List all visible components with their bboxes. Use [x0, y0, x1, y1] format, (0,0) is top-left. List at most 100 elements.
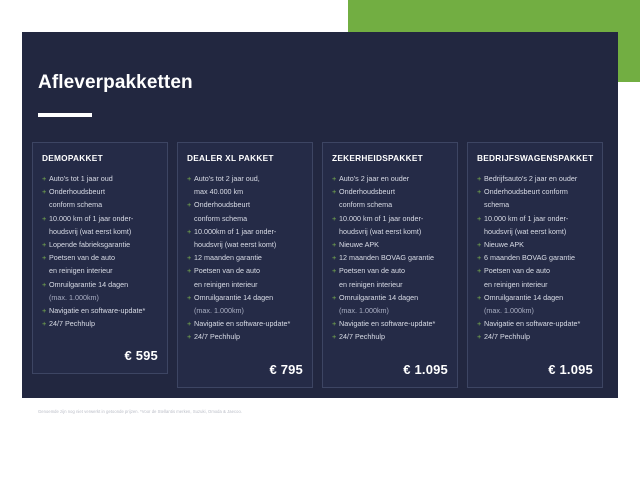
package-feature-item: + Onderhoudsbeurt conform schema	[477, 185, 593, 211]
package-feature-text: Poetsen van de auto en reinigen interieur	[339, 264, 448, 290]
feature-line-secondary: houdsvrij (wat eerst komt)	[194, 240, 277, 250]
feature-line-primary: 24/7 Pechhulp	[339, 332, 385, 342]
package-feature-text: 24/7 Pechhulp	[49, 317, 158, 330]
feature-line-primary: Navigatie en software-update*	[194, 319, 291, 329]
feature-line-primary: 10.000 km of 1 jaar onder-	[484, 213, 569, 223]
package-feature-text: 12 maanden garantie	[194, 251, 303, 264]
package-feature-text: Nieuwe APK	[339, 238, 448, 251]
plus-icon: +	[477, 213, 482, 223]
feature-line-primary: Navigatie en software-update*	[339, 319, 436, 329]
feature-line-secondary: conform schema	[194, 213, 248, 223]
package-feature-item: + Auto's tot 2 jaar oud, max 40.000 km	[187, 172, 303, 198]
feature-line-primary: Lopende fabrieksgarantie	[49, 240, 131, 250]
package-feature-text: Poetsen van de auto en reinigen interieur	[484, 264, 593, 290]
feature-line-secondary: conform schema	[49, 200, 103, 210]
package-feature-item: + Navigatie en software-update*	[42, 304, 158, 317]
plus-icon: +	[42, 240, 47, 250]
feature-line-secondary: max 40.000 km	[194, 187, 244, 197]
feature-line-primary: 24/7 Pechhulp	[484, 332, 530, 342]
feature-line-primary: 10.000 km of 1 jaar onder-	[339, 213, 424, 223]
feature-line-primary: Onderhoudsbeurt	[49, 187, 105, 197]
package-feature-text: Omruilgarantie 14 dagen (max. 1.000km)	[484, 291, 593, 317]
plus-icon: +	[332, 213, 337, 223]
package-feature-item: + Navigatie en software-update*	[187, 317, 303, 330]
package-feature-item: +10.000 km of 1 jaar onder-houdsvrij (wa…	[332, 212, 448, 238]
plus-icon: +	[187, 253, 192, 263]
package-feature-item: + Omruilgarantie 14 dagen (max. 1.000km)	[332, 291, 448, 317]
plus-icon: +	[42, 306, 47, 316]
plus-icon: +	[187, 174, 192, 183]
package-feature-text: Bedrijfsauto's 2 jaar en ouder	[484, 172, 593, 185]
plus-icon: +	[332, 240, 337, 250]
package-feature-item: +24/7 Pechhulp	[42, 317, 158, 330]
package-feature-item: + Poetsen van de auto en reinigen interieu…	[332, 264, 448, 290]
package-feature-text: Auto's tot 2 jaar oud, max 40.000 km	[194, 172, 303, 198]
plus-icon: +	[332, 292, 337, 302]
package-card[interactable]: BEDRIJFSWAGENSPAKKET + Bedrijfsauto's 2 ja…	[467, 142, 603, 388]
package-feature-text: Omruilgarantie 14 dagen (max. 1.000km)	[194, 291, 303, 317]
plus-icon: +	[187, 319, 192, 329]
package-feature-item: + Omruilgarantie 14 dagen (max. 1.000km)	[187, 291, 303, 317]
package-feature-item: + Omruilgarantie 14 dagen (max. 1.000km)	[42, 278, 158, 304]
package-card[interactable]: ZEKERHEIDSPAKKET + Auto's 2 jaar en ouder +…	[322, 142, 458, 388]
plus-icon: +	[332, 319, 337, 329]
package-price: € 795	[269, 361, 303, 377]
package-feature-item: + Navigatie en software-update*	[332, 317, 448, 330]
feature-line-secondary: (max. 1.000km)	[49, 292, 99, 302]
package-feature-item: + Bedrijfsauto's 2 jaar en ouder	[477, 172, 593, 185]
package-feature-text: Auto's tot 1 jaar oud	[49, 172, 158, 185]
feature-line-primary: Omruilgarantie 14 dagen	[484, 292, 564, 302]
feature-line-secondary: schema	[484, 200, 510, 210]
package-feature-text: Onderhoudsbeurt conform schema	[194, 198, 303, 224]
plus-icon: +	[42, 187, 47, 197]
package-feature-text: Navigatie en software-update*	[484, 317, 593, 330]
plus-icon: +	[477, 174, 482, 183]
plus-icon: +	[187, 292, 192, 302]
package-feature-text: Omruilgarantie 14 dagen (max. 1.000km)	[339, 291, 448, 317]
package-cards-row: DEMOPAKKET + Auto's tot 1 jaar oud + Onderho…	[32, 142, 608, 388]
feature-line-primary: Omruilgarantie 14 dagen	[339, 292, 419, 302]
package-card-title: ZEKERHEIDSPAKKET	[332, 153, 423, 163]
package-feature-list: + Auto's tot 1 jaar oud + Onderhoudsbeurt co…	[42, 172, 158, 330]
package-feature-item: + Nieuwe APK	[332, 238, 448, 251]
feature-line-primary: Onderhoudsbeurt conform	[484, 187, 568, 197]
package-feature-list: + Auto's 2 jaar en ouder + Onderhoudsbeurt c…	[332, 172, 448, 344]
feature-line-primary: Auto's 2 jaar en ouder	[339, 174, 410, 183]
feature-line-primary: 12 maanden BOVAG garantie	[339, 253, 434, 263]
feature-line-secondary: houdsvrij (wat eerst komt)	[339, 226, 422, 236]
plus-icon: +	[332, 332, 337, 342]
package-price: € 1.095	[548, 361, 593, 377]
feature-line-primary: Nieuwe APK	[484, 240, 524, 250]
feature-line-primary: Omruilgarantie 14 dagen	[49, 279, 129, 289]
plus-icon: +	[42, 319, 47, 329]
package-card[interactable]: DEALER XL PAKKET + Auto's tot 2 jaar oud, m…	[177, 142, 313, 388]
package-feature-list: + Auto's tot 2 jaar oud, max 40.000 km + Ond…	[187, 172, 303, 344]
package-feature-item: + Nieuwe APK	[477, 238, 593, 251]
plus-icon: +	[42, 213, 47, 223]
feature-line-primary: Nieuwe APK	[339, 240, 379, 250]
footer-disclaimer: Genoemde zijn nog niet verwerkt in getoo…	[38, 409, 243, 414]
package-feature-item: + Navigatie en software-update*	[477, 317, 593, 330]
package-card-title: DEMOPAKKET	[42, 153, 103, 163]
feature-line-secondary: en reinigen interieur	[194, 279, 258, 289]
package-feature-text: 10.000km of 1 jaar onder-houdsvrij (wat …	[194, 225, 303, 251]
package-feature-text: Poetsen van de auto en reinigen interieur	[194, 264, 303, 290]
package-feature-item: + Omruilgarantie 14 dagen (max. 1.000km)	[477, 291, 593, 317]
package-feature-text: Onderhoudsbeurt conform schema	[49, 185, 158, 211]
package-card[interactable]: DEMOPAKKET + Auto's tot 1 jaar oud + Onderho…	[32, 142, 168, 375]
feature-line-primary: Navigatie en software-update*	[49, 306, 146, 316]
feature-line-primary: Onderhoudsbeurt	[194, 200, 250, 210]
package-card-title: BEDRIJFSWAGENSPAKKET	[477, 153, 594, 163]
feature-line-primary: 10.000km of 1 jaar onder-	[194, 226, 277, 236]
plus-icon: +	[332, 266, 337, 276]
package-feature-item: + Auto's 2 jaar en ouder	[332, 172, 448, 185]
package-feature-text: Navigatie en software-update*	[49, 304, 158, 317]
feature-line-primary: 12 maanden garantie	[194, 253, 262, 263]
plus-icon: +	[187, 332, 192, 342]
package-feature-list: + Bedrijfsauto's 2 jaar en ouder + Onderhou…	[477, 172, 593, 344]
feature-line-primary: Poetsen van de auto	[194, 266, 260, 276]
package-feature-item: +10.000km of 1 jaar onder-houdsvrij (wat…	[187, 225, 303, 251]
feature-line-primary: Omruilgarantie 14 dagen	[194, 292, 274, 302]
feature-line-secondary: conform schema	[339, 200, 393, 210]
feature-line-secondary: (max. 1.000km)	[484, 306, 534, 316]
